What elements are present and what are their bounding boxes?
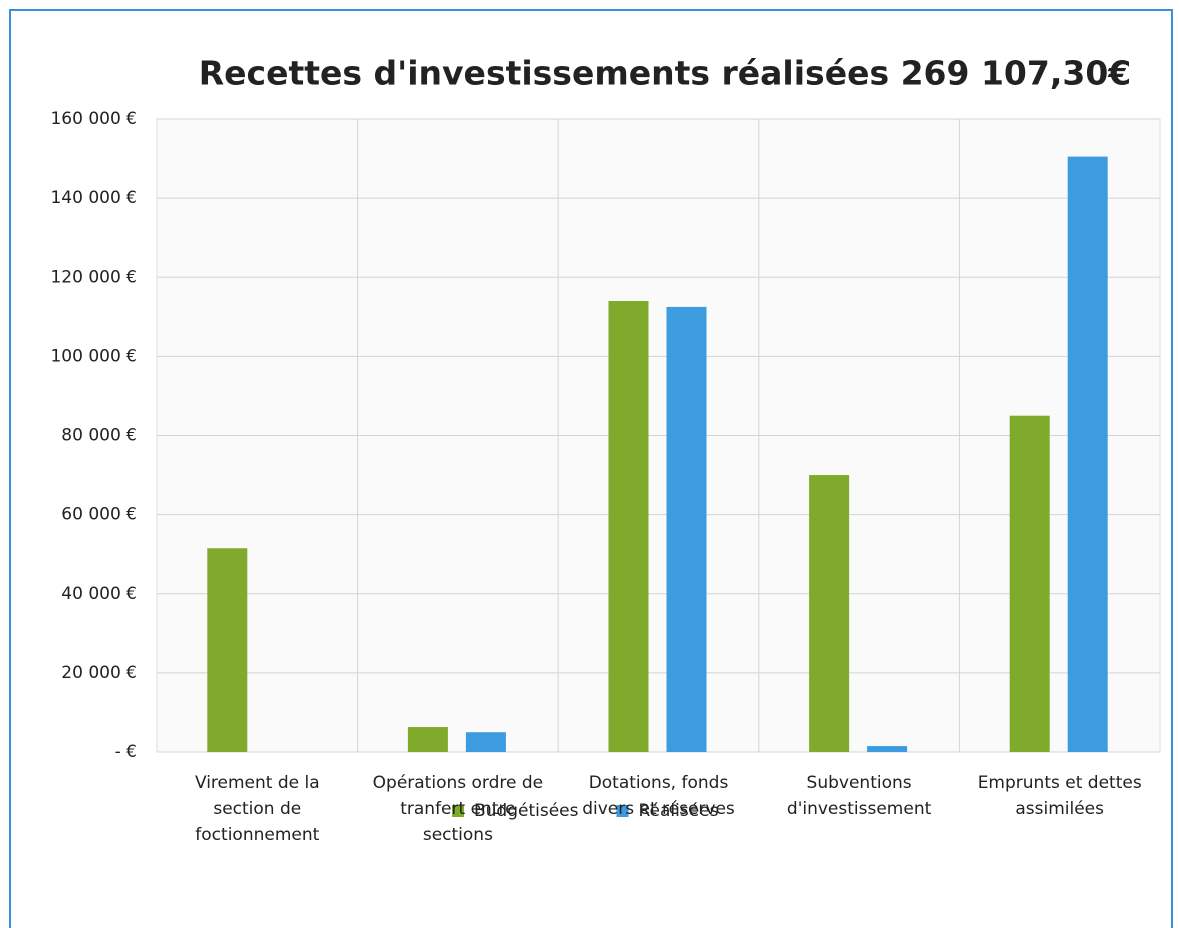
y-tick-label: 120 000 € xyxy=(50,267,137,287)
bar xyxy=(608,300,649,752)
legend-label: Budgétisées xyxy=(474,801,579,821)
x-tick-label: Dotations, fonds divers et réserves xyxy=(582,773,735,819)
y-tick-label: 140 000 € xyxy=(50,188,137,208)
y-tick-label: 160 000 € xyxy=(50,109,137,129)
bar xyxy=(207,548,248,752)
legend-swatch xyxy=(616,805,629,817)
y-tick-label: 20 000 € xyxy=(61,663,137,683)
legend-swatch xyxy=(452,805,464,817)
bar xyxy=(666,306,707,752)
y-tick-label: 60 000 € xyxy=(61,505,137,525)
bar xyxy=(407,727,448,752)
chart-title: Recettes d'investissements réalisées 269… xyxy=(199,54,1132,93)
y-tick-label: 100 000 € xyxy=(50,346,137,366)
legend-label: Réalisées xyxy=(639,801,719,821)
y-tick-label: - € xyxy=(115,742,137,762)
bar xyxy=(867,746,908,752)
y-tick-label: 40 000 € xyxy=(61,584,137,604)
x-tick-label: Opérations ordre de tranfert entre secti… xyxy=(372,773,544,845)
bar xyxy=(465,732,506,752)
bar xyxy=(809,475,850,752)
x-tick-label: Subventions d'investissement xyxy=(786,773,932,819)
y-tick-label: 80 000 € xyxy=(61,426,137,446)
frame xyxy=(9,9,1173,928)
x-tick-label: Virement de la section de foctionnement xyxy=(194,773,320,845)
bar xyxy=(1067,156,1108,753)
bar xyxy=(1009,415,1050,752)
x-tick-label: Emprunts et dettes assimilées xyxy=(977,773,1142,819)
